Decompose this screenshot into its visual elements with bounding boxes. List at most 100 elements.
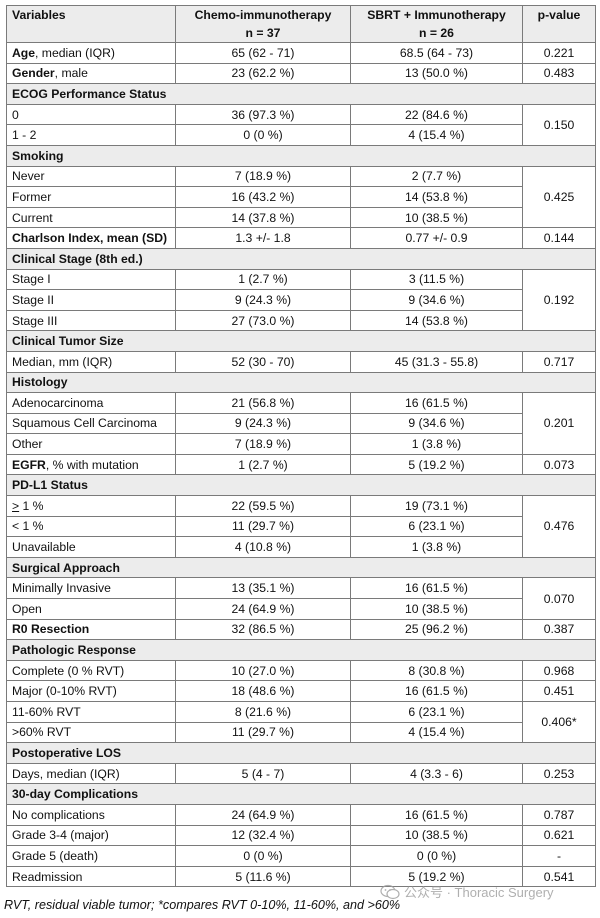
- chemo-value: 12 (32.4 %): [175, 824, 351, 847]
- chemo-value: 7 (18.9 %): [175, 433, 351, 455]
- row-label-bold: R0 Resection: [12, 622, 90, 637]
- sbrt-value: 0.77 +/- 0.9: [350, 227, 523, 249]
- p-value: 0.201: [522, 392, 596, 455]
- table-row: Open 24 (64.9 %) 10 (38.5 %): [6, 598, 596, 620]
- table-row: Current 14 (37.8 %) 10 (38.5 %): [6, 206, 596, 229]
- p-value: 0.476: [522, 495, 596, 558]
- chemo-value: 27 (73.0 %): [175, 309, 351, 332]
- comparison-table: Variables Chemo-immunotherapy n = 37 SBR…: [6, 5, 596, 888]
- row-label-bold: Age: [12, 45, 36, 60]
- section-heading: 30-day Complications: [6, 783, 596, 805]
- section-row: Postoperative LOS: [6, 742, 596, 764]
- chemo-value: 8 (21.6 %): [175, 701, 351, 723]
- row-label-text: Major (0-10% RVT): [12, 684, 117, 699]
- row-label: Grade 5 (death): [6, 845, 176, 867]
- table-row: >60% RVT 11 (29.7 %) 4 (15.4 %): [6, 721, 596, 744]
- header-chemo-n: n = 37: [245, 26, 281, 40]
- row-label: Current: [6, 206, 176, 229]
- row-label-text: Grade 3-4 (major): [12, 828, 109, 843]
- sbrt-value: 4 (3.3 - 6): [350, 762, 523, 785]
- table-row: Complete (0 % RVT) 10 (27.0 %) 8 (30.8 %) 0…: [6, 659, 596, 682]
- row-label-bold: EGFR: [12, 457, 46, 472]
- row-label: No complications: [6, 803, 176, 826]
- p-value: 0.070: [522, 577, 596, 620]
- section-row: Pathologic Response: [6, 639, 596, 661]
- table-row: Grade 3-4 (major) 12 (32.4 %) 10 (38.5 %) 0…: [6, 824, 596, 847]
- header-variables: Variables: [6, 5, 176, 43]
- row-label: 1 - 2: [6, 124, 176, 146]
- sbrt-value: 16 (61.5 %): [350, 680, 523, 702]
- header-sbrt: SBRT + Immunotherapy n = 26: [350, 5, 523, 43]
- chemo-value: 9 (24.3 %): [175, 412, 351, 435]
- sbrt-value: 1 (3.8 %): [350, 433, 523, 455]
- sbrt-value: 8 (30.8 %): [350, 659, 523, 682]
- chemo-value: 14 (37.8 %): [175, 206, 351, 229]
- chemo-value: 65 (62 - 71): [175, 42, 351, 64]
- p-value: 0.483: [522, 62, 596, 85]
- chemo-value: 21 (56.8 %): [175, 392, 351, 414]
- section-heading: Histology: [6, 371, 596, 394]
- table-row: 0 36 (97.3 %) 22 (84.6 %) 0.150: [6, 103, 596, 146]
- row-label: Complete (0 % RVT): [6, 659, 176, 682]
- section-heading: Clinical Tumor Size: [6, 330, 596, 352]
- sbrt-value: 16 (61.5 %): [350, 577, 523, 600]
- table-row: R0 Resection 32 (86.5 %) 25 (96.2 %) 0.387: [6, 618, 596, 641]
- sbrt-value: 68.5 (64 - 73): [350, 42, 523, 64]
- row-label: Charlson Index, mean (SD): [6, 227, 176, 249]
- row-label: Other: [6, 433, 176, 455]
- table-row: Never 7 (18.9 %) 2 (7.7 %) 0.425: [6, 165, 596, 229]
- p-value: 0.221: [522, 42, 596, 64]
- row-label-text: No complications: [12, 807, 105, 822]
- table-row: Former 16 (43.2 %) 14 (53.8 %): [6, 186, 596, 208]
- section-heading: Smoking: [6, 144, 596, 167]
- p-value: 0.073: [522, 453, 596, 476]
- p-value: 0.621: [522, 824, 596, 847]
- p-value: 0.150: [522, 103, 596, 146]
- row-label-bold: Gender: [12, 66, 55, 81]
- sbrt-value: 25 (96.2 %): [350, 618, 523, 641]
- header-sbrt-title: SBRT + Immunotherapy: [367, 8, 506, 22]
- section-heading: ECOG Performance Status: [6, 83, 596, 105]
- table-row: Days, median (IQR) 5 (4 - 7) 4 (3.3 - 6) 0.…: [6, 762, 596, 785]
- chemo-value: 4 (10.8 %): [175, 536, 351, 558]
- row-label: Days, median (IQR): [6, 762, 176, 785]
- sbrt-value: 16 (61.5 %): [350, 392, 523, 414]
- table-row: EGFR, % with mutation 1 (2.7 %) 5 (19.2 %)…: [6, 453, 596, 476]
- row-label-text: Current: [12, 210, 53, 225]
- watermark-text: 公众号 · Thoracic Surgery: [404, 885, 554, 900]
- sbrt-value: 3 (11.5 %): [350, 268, 523, 291]
- chemo-value: 1 (2.7 %): [175, 453, 351, 476]
- chemo-value: 16 (43.2 %): [175, 186, 351, 208]
- row-label-text: Median, mm (IQR): [12, 354, 113, 369]
- wechat-icon: [380, 884, 400, 899]
- row-label: Stage III: [6, 309, 176, 332]
- row-label-text: Readmission: [12, 869, 83, 884]
- row-label: Open: [6, 598, 176, 620]
- row-label: Squamous Cell Carcinoma: [6, 412, 176, 435]
- row-label: R0 Resection: [6, 618, 176, 641]
- row-label-text: Stage I: [12, 272, 51, 287]
- p-value: 0.787: [522, 803, 596, 826]
- header-pvalue: p-value: [522, 5, 596, 43]
- table-row: No complications 24 (64.9 %) 16 (61.5 %) 0.…: [6, 803, 596, 826]
- sbrt-value: 2 (7.7 %): [350, 165, 523, 188]
- sbrt-value: 6 (23.1 %): [350, 515, 523, 538]
- section-row: Surgical Approach: [6, 556, 596, 579]
- sbrt-value: 10 (38.5 %): [350, 206, 523, 229]
- row-label: Gender, male: [6, 62, 176, 85]
- row-label: < 1 %: [6, 515, 176, 538]
- table-row: Charlson Index, mean (SD) 1.3 +/- 1.8 0.77…: [6, 227, 596, 249]
- row-label-rest: , median (IQR): [35, 45, 115, 60]
- chemo-value: 13 (35.1 %): [175, 577, 351, 600]
- table-row: Age, median (IQR) 65 (62 - 71) 68.5 (64 - …: [6, 42, 596, 64]
- section-row: Histology: [6, 371, 596, 394]
- p-value: 0.253: [522, 762, 596, 785]
- header-chemo-title: Chemo-immunotherapy: [194, 8, 332, 22]
- row-label-text: Adenocarcinoma: [12, 395, 104, 410]
- p-value: 0.406*: [522, 700, 596, 744]
- table-body: Age, median (IQR) 65 (62 - 71) 68.5 (64 - …: [6, 42, 596, 888]
- sbrt-value: 16 (61.5 %): [350, 803, 523, 826]
- chemo-value: 52 (30 - 70): [175, 350, 351, 373]
- sbrt-value: 9 (34.6 %): [350, 412, 523, 435]
- watermark: 公众号 · Thoracic Surgery: [380, 882, 554, 901]
